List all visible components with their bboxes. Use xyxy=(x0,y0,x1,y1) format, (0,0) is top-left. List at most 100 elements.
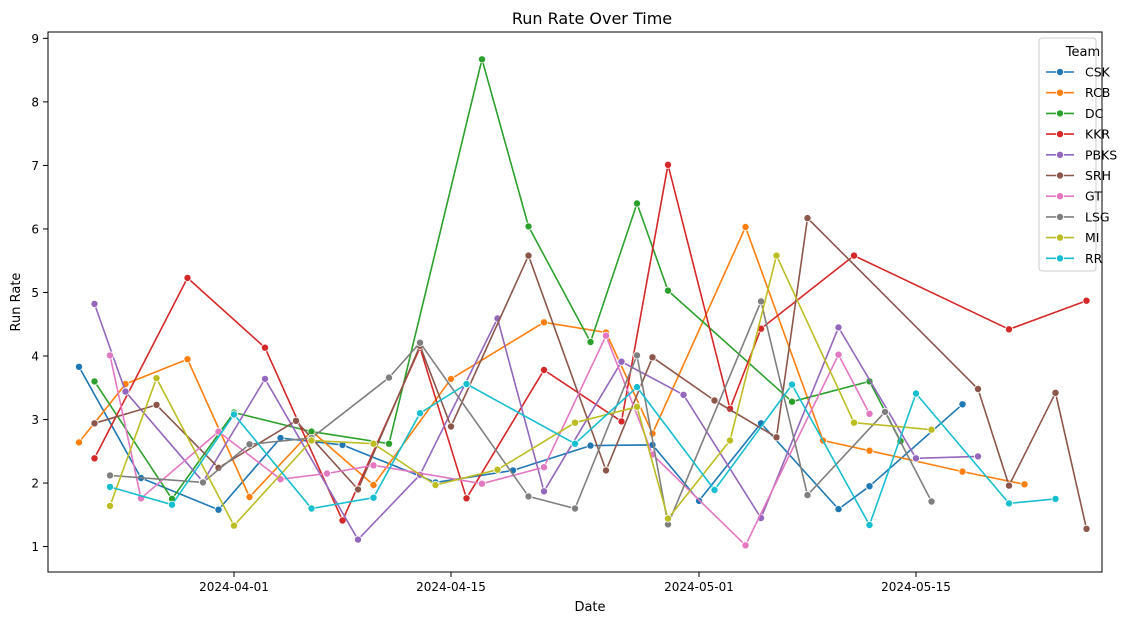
data-point xyxy=(633,383,642,392)
data-point xyxy=(353,535,362,544)
data-point xyxy=(803,214,812,223)
data-point xyxy=(633,351,642,360)
data-point xyxy=(974,384,983,393)
legend-swatch-marker xyxy=(1056,192,1065,201)
legend-swatch-marker xyxy=(1056,171,1065,180)
y-tick-label: 3 xyxy=(31,413,39,427)
y-tick-label: 6 xyxy=(31,222,39,236)
data-point xyxy=(415,338,424,347)
y-tick-label: 2 xyxy=(31,477,39,491)
data-point xyxy=(571,504,580,513)
data-point xyxy=(865,446,874,455)
data-point xyxy=(106,501,115,510)
series-rcb xyxy=(75,222,1029,501)
legend-label: MI xyxy=(1085,230,1099,245)
data-point xyxy=(586,441,595,450)
data-point xyxy=(369,461,378,470)
data-point xyxy=(927,497,936,506)
data-point xyxy=(524,251,533,260)
data-point xyxy=(90,377,99,386)
data-point xyxy=(664,286,673,295)
x-axis: 2024-04-01 2024-04-15 2024-05-01 2024-05-15 xyxy=(199,572,951,594)
data-point xyxy=(788,397,797,406)
data-point xyxy=(648,353,657,362)
data-point xyxy=(540,318,549,327)
data-point xyxy=(121,387,130,396)
series-line xyxy=(109,254,932,527)
data-point xyxy=(307,436,316,445)
data-point xyxy=(958,400,967,409)
y-axis: 1 2 3 4 5 6 7 8 9 xyxy=(31,32,48,554)
data-point xyxy=(415,409,424,418)
data-point xyxy=(834,505,843,514)
data-point xyxy=(772,251,781,260)
y-tick-label: 5 xyxy=(31,286,39,300)
x-tick-label: 2024-04-15 xyxy=(416,580,486,594)
series-line xyxy=(78,366,964,511)
data-point xyxy=(431,480,440,489)
data-point xyxy=(865,482,874,491)
data-point xyxy=(1051,388,1060,397)
data-point xyxy=(834,323,843,332)
data-point xyxy=(1005,325,1014,334)
data-point xyxy=(462,494,471,503)
data-point xyxy=(353,485,362,494)
series-mi xyxy=(106,251,936,530)
data-point xyxy=(260,374,269,383)
data-point xyxy=(1082,524,1091,533)
data-point xyxy=(1005,499,1014,508)
data-point xyxy=(75,438,84,447)
data-point xyxy=(477,55,486,64)
y-tick-label: 1 xyxy=(31,540,39,554)
data-point xyxy=(571,439,580,448)
data-point xyxy=(757,297,766,306)
data-point xyxy=(974,452,983,461)
data-point xyxy=(462,379,471,388)
data-point xyxy=(617,357,626,366)
series-rr xyxy=(106,379,1060,530)
data-point xyxy=(384,373,393,382)
data-point xyxy=(571,418,580,427)
data-point xyxy=(540,463,549,472)
data-point xyxy=(384,439,393,448)
x-tick-label: 2024-05-01 xyxy=(664,580,734,594)
data-point xyxy=(75,362,84,371)
data-point xyxy=(183,273,192,282)
data-point xyxy=(369,493,378,502)
data-point xyxy=(106,471,115,480)
data-point xyxy=(772,433,781,442)
data-point xyxy=(865,409,874,418)
legend-label: GT xyxy=(1085,189,1102,204)
data-point xyxy=(726,436,735,445)
data-point xyxy=(664,160,673,169)
data-point xyxy=(912,454,921,463)
data-point xyxy=(540,365,549,374)
series-line xyxy=(78,226,1025,498)
x-tick-label: 2024-04-01 xyxy=(199,580,269,594)
data-point xyxy=(927,425,936,434)
legend-swatch-marker xyxy=(1056,130,1065,139)
data-point xyxy=(865,521,874,530)
plot-area xyxy=(75,55,1091,550)
data-point xyxy=(152,374,161,383)
data-point xyxy=(214,505,223,514)
data-point xyxy=(834,350,843,359)
legend-swatch-marker xyxy=(1056,109,1065,118)
data-point xyxy=(152,400,161,409)
data-point xyxy=(803,491,812,500)
data-point xyxy=(1051,494,1060,503)
data-point xyxy=(850,251,859,260)
data-point xyxy=(90,454,99,463)
data-point xyxy=(322,469,331,478)
data-point xyxy=(446,374,455,383)
data-point xyxy=(106,482,115,491)
legend-label: CSK xyxy=(1085,65,1111,80)
data-point xyxy=(633,199,642,208)
data-point xyxy=(214,463,223,472)
series-gt xyxy=(106,331,874,550)
data-point xyxy=(369,480,378,489)
y-tick-label: 4 xyxy=(31,350,39,364)
data-point xyxy=(1005,481,1014,490)
data-point xyxy=(245,492,254,501)
